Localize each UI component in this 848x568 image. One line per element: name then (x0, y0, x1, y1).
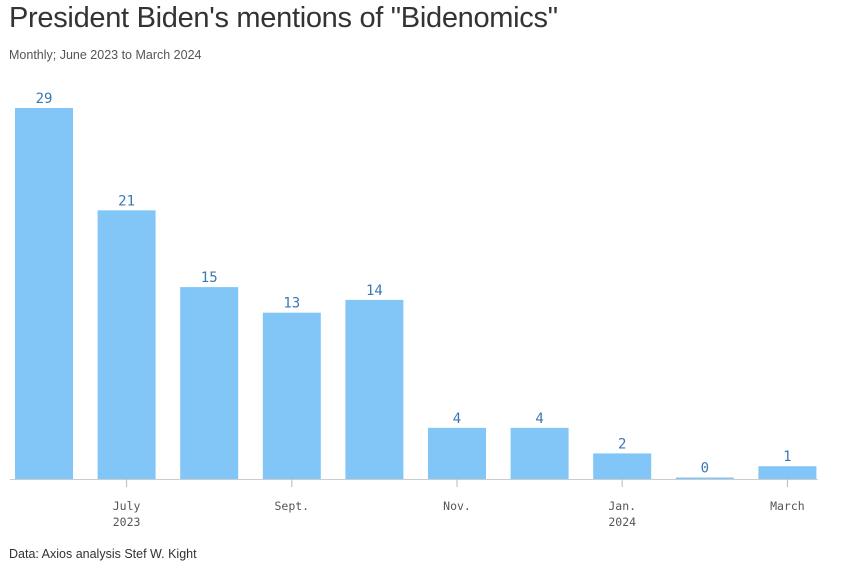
value-label: 2 (618, 436, 626, 452)
chart-subtitle: Monthly; June 2023 to March 2024 (9, 48, 202, 62)
bar-march-2024 (758, 466, 817, 479)
bar-dec-2023 (510, 427, 569, 479)
value-label: 29 (36, 91, 53, 107)
bar-aug-2023 (180, 287, 239, 479)
chart-title: President Biden's mentions of "Bidenomic… (9, 2, 558, 34)
x-tick-label: Sept. (274, 499, 309, 513)
bar-july-2023 (97, 210, 156, 479)
value-label: 21 (118, 193, 135, 209)
bar-june-2023 (15, 108, 73, 479)
value-label: 15 (201, 270, 218, 286)
x-tick-year-label: 2023 (113, 515, 141, 529)
bar-sept-2023 (262, 312, 321, 479)
value-label: 14 (366, 283, 383, 299)
x-axis-ticks: July 2023 Sept. Nov. Jan. 2024 March (113, 479, 805, 529)
x-tick-year-label: 2024 (608, 515, 636, 529)
value-label: 4 (535, 411, 543, 427)
source-note: Data: Axios analysis Stef W. Kight (9, 547, 197, 561)
value-labels-group: 29 21 15 13 14 4 4 2 0 1 (36, 91, 792, 477)
bar-chart: 29 21 15 13 14 4 4 2 0 1 July 2023 Sept. Nov. Jan. 202… (10, 91, 818, 529)
x-tick-label: Nov. (443, 499, 471, 513)
value-label: 4 (453, 411, 461, 427)
x-tick-label: March (770, 499, 805, 513)
x-tick-label: Jan. (608, 499, 636, 513)
bar-jan-2024 (593, 453, 652, 479)
value-label: 1 (783, 449, 791, 465)
value-label: 13 (283, 296, 300, 312)
bars-group (15, 108, 817, 479)
value-label: 0 (701, 461, 709, 477)
x-tick-label: July (113, 499, 141, 513)
bar-feb-2024 (675, 477, 734, 479)
bar-oct-2023 (345, 299, 404, 479)
bar-nov-2023 (428, 427, 486, 479)
